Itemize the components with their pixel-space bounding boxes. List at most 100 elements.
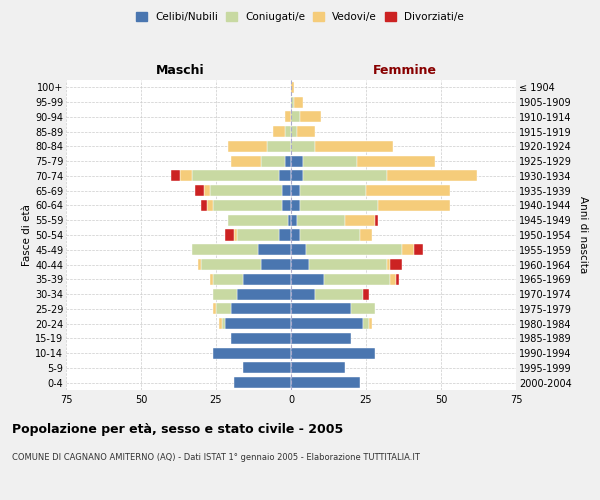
Bar (291, 333, 351, 344)
Bar (285, 126, 291, 137)
Bar (291, 348, 375, 358)
Bar (261, 156, 285, 166)
Bar (195, 185, 204, 196)
Bar (369, 318, 372, 329)
Bar (171, 170, 180, 181)
Bar (213, 348, 291, 358)
Bar (387, 170, 477, 181)
Bar (378, 200, 450, 211)
Bar (309, 259, 387, 270)
Y-axis label: Anni di nascita: Anni di nascita (578, 196, 589, 274)
Bar (390, 259, 402, 270)
Bar (234, 230, 237, 240)
Bar (282, 185, 291, 196)
Bar (315, 141, 393, 152)
Bar (237, 288, 291, 300)
Bar (303, 156, 357, 166)
Bar (291, 318, 363, 329)
Bar (291, 200, 300, 211)
Bar (324, 274, 390, 285)
Bar (219, 318, 222, 329)
Bar (396, 274, 399, 285)
Bar (306, 244, 402, 256)
Bar (210, 185, 282, 196)
Bar (243, 362, 291, 374)
Bar (291, 304, 351, 314)
Bar (294, 96, 303, 108)
Bar (291, 274, 324, 285)
Bar (288, 214, 291, 226)
Legend: Celibi/Nubili, Coniugati/e, Vedovi/e, Divorziati/e: Celibi/Nubili, Coniugati/e, Vedovi/e, Di… (132, 8, 468, 26)
Bar (258, 244, 291, 256)
Bar (297, 214, 345, 226)
Bar (192, 170, 279, 181)
Bar (213, 288, 237, 300)
Bar (300, 185, 366, 196)
Bar (279, 230, 291, 240)
Bar (414, 244, 423, 256)
Bar (225, 318, 291, 329)
Bar (198, 259, 201, 270)
Bar (201, 259, 261, 270)
Bar (300, 200, 378, 211)
Bar (390, 274, 396, 285)
Bar (300, 112, 321, 122)
Text: COMUNE DI CAGNANO AMITERNO (AQ) - Dati ISTAT 1° gennaio 2005 - Elaborazione TUTT: COMUNE DI CAGNANO AMITERNO (AQ) - Dati I… (12, 452, 420, 462)
Bar (291, 214, 297, 226)
Bar (204, 185, 210, 196)
Bar (351, 304, 375, 314)
Bar (291, 244, 306, 256)
Text: Maschi: Maschi (155, 64, 205, 77)
Bar (273, 126, 285, 137)
Bar (180, 170, 192, 181)
Bar (291, 141, 315, 152)
Bar (237, 230, 279, 240)
Bar (267, 141, 291, 152)
Bar (291, 126, 297, 137)
Bar (291, 259, 309, 270)
Bar (210, 274, 213, 285)
Bar (291, 82, 294, 93)
Bar (345, 214, 375, 226)
Bar (300, 230, 360, 240)
Bar (213, 274, 243, 285)
Bar (279, 170, 291, 181)
Bar (228, 141, 267, 152)
Bar (213, 304, 216, 314)
Bar (216, 304, 231, 314)
Bar (285, 156, 291, 166)
Bar (291, 230, 300, 240)
Bar (243, 274, 291, 285)
Bar (291, 156, 303, 166)
Bar (234, 377, 291, 388)
Bar (402, 244, 414, 256)
Bar (366, 185, 450, 196)
Bar (231, 156, 261, 166)
Bar (291, 185, 300, 196)
Bar (375, 214, 378, 226)
Bar (291, 377, 360, 388)
Bar (228, 214, 288, 226)
Bar (225, 230, 234, 240)
Bar (360, 230, 372, 240)
Bar (201, 200, 207, 211)
Bar (222, 318, 225, 329)
Bar (261, 259, 291, 270)
Bar (291, 96, 294, 108)
Bar (291, 362, 345, 374)
Bar (303, 170, 387, 181)
Bar (315, 288, 363, 300)
Bar (213, 200, 282, 211)
Bar (192, 244, 258, 256)
Text: Popolazione per età, sesso e stato civile - 2005: Popolazione per età, sesso e stato civil… (12, 422, 343, 436)
Text: Femmine: Femmine (373, 64, 437, 77)
Bar (282, 200, 291, 211)
Bar (291, 170, 303, 181)
Bar (231, 304, 291, 314)
Bar (363, 318, 369, 329)
Bar (357, 156, 435, 166)
Bar (297, 126, 315, 137)
Y-axis label: Fasce di età: Fasce di età (22, 204, 32, 266)
Bar (291, 288, 315, 300)
Bar (285, 112, 291, 122)
